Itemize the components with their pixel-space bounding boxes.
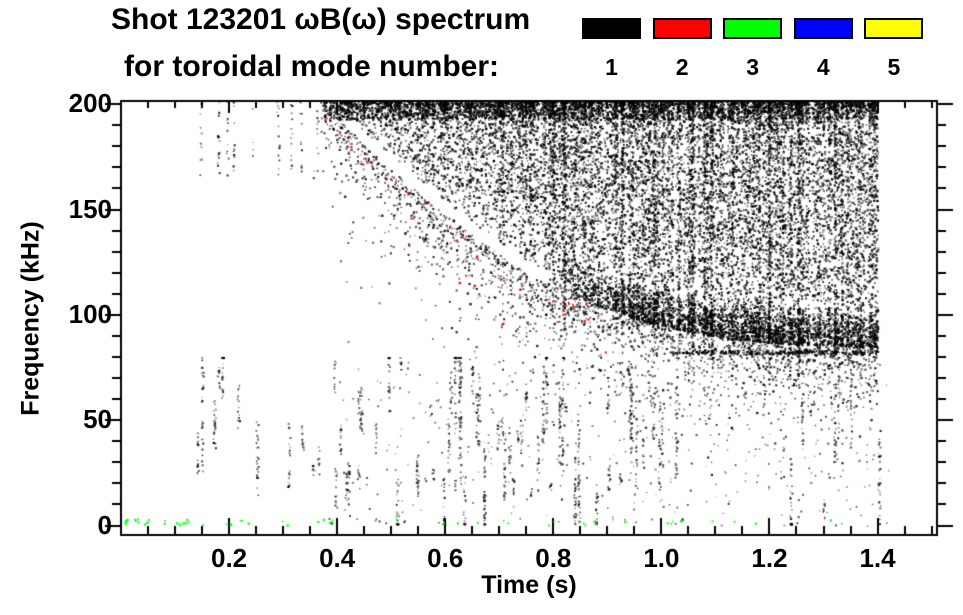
x-tick-label: 1.2 [751,543,788,573]
x-tick-label: 1.0 [643,543,680,573]
x-tick-label: 0.4 [319,543,356,573]
y-axis-title: Frequency (kHz) [16,221,45,416]
x-tick-label: 1.4 [859,543,896,573]
x-tick-label: 0.2 [211,543,248,573]
y-tick-label: 50 [83,404,112,435]
y-tick-label: 150 [68,193,112,224]
x-tick-label: 0.6 [427,543,464,573]
x-axis-title: Time (s) [481,571,577,599]
y-tick-label: 100 [68,298,112,329]
x-tick-label: 0.8 [535,543,572,573]
y-tick-label: 200 [68,88,112,119]
y-tick-label: 0 [97,509,112,540]
